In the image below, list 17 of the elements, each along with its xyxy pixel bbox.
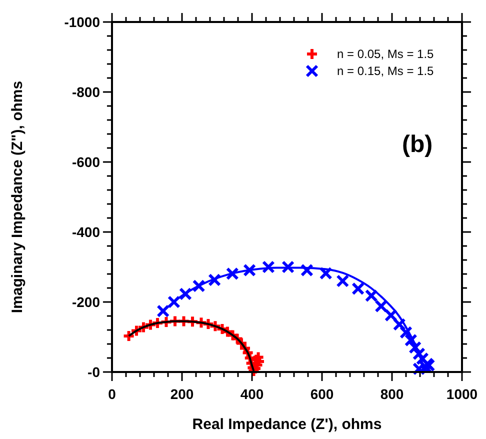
legend-label: n = 0.05, Ms = 1.5 xyxy=(337,47,434,62)
x-tick-label: 400 xyxy=(240,386,264,402)
y-tick-label: -0 xyxy=(88,364,100,380)
y-tick-label: -1000 xyxy=(64,14,100,30)
x-tick-label: 800 xyxy=(380,386,404,402)
x-tick-label: 200 xyxy=(170,386,194,402)
y-tick-label: -800 xyxy=(72,84,100,100)
annotation: (b) xyxy=(402,131,433,158)
y-tick-label: -400 xyxy=(72,224,100,240)
x-axis-title: Real Impedance (Z'), ohms xyxy=(192,416,382,433)
x-tick-label: 600 xyxy=(310,386,334,402)
x-tick-label: 0 xyxy=(108,386,116,402)
y-axis-title: Imaginary Impedance (Z"), ohms xyxy=(9,80,26,314)
y-tick-label: -200 xyxy=(72,294,100,310)
legend-label: n = 0.15, Ms = 1.5 xyxy=(337,64,434,78)
y-tick-label: -600 xyxy=(72,154,100,170)
x-tick-label: 1000 xyxy=(446,386,478,402)
